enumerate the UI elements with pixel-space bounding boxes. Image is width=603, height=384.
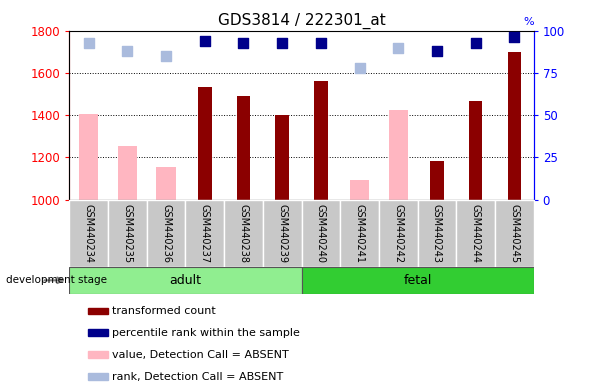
- Bar: [430, 161, 444, 200]
- Text: GSM440244: GSM440244: [470, 204, 481, 263]
- Text: development stage: development stage: [6, 275, 107, 285]
- Bar: [469, 101, 482, 200]
- Point: [510, 35, 519, 41]
- Bar: [69, 200, 108, 267]
- Text: percentile rank within the sample: percentile rank within the sample: [112, 328, 300, 338]
- Bar: [302, 267, 534, 294]
- Bar: [314, 81, 327, 200]
- Text: fetal: fetal: [403, 274, 432, 287]
- Bar: [108, 200, 147, 267]
- Bar: [186, 200, 224, 267]
- Text: value, Detection Call = ABSENT: value, Detection Call = ABSENT: [112, 350, 289, 360]
- Text: GSM440234: GSM440234: [84, 204, 93, 263]
- Bar: [237, 96, 250, 200]
- Text: GSM440236: GSM440236: [161, 204, 171, 263]
- Bar: [224, 200, 263, 267]
- Bar: [118, 146, 137, 200]
- Point: [393, 45, 403, 51]
- Text: GSM440242: GSM440242: [393, 204, 403, 263]
- Bar: [263, 200, 302, 267]
- Bar: [276, 115, 289, 200]
- Bar: [417, 200, 456, 267]
- Bar: [350, 180, 369, 200]
- Text: %: %: [523, 17, 534, 27]
- Point: [200, 38, 210, 44]
- Point: [122, 48, 132, 54]
- Point: [316, 40, 326, 46]
- Text: GSM440237: GSM440237: [200, 204, 210, 263]
- Text: GSM440240: GSM440240: [316, 204, 326, 263]
- Bar: [340, 200, 379, 267]
- Text: GSM440238: GSM440238: [238, 204, 248, 263]
- Point: [84, 40, 93, 46]
- Point: [471, 40, 481, 46]
- Bar: [388, 110, 408, 200]
- Bar: [302, 200, 340, 267]
- Text: GSM440241: GSM440241: [355, 204, 365, 263]
- Bar: [88, 351, 109, 358]
- Text: GSM440239: GSM440239: [277, 204, 287, 263]
- Text: transformed count: transformed count: [112, 306, 216, 316]
- Bar: [88, 308, 109, 314]
- Bar: [79, 114, 98, 200]
- Point: [432, 48, 442, 54]
- Text: GSM440235: GSM440235: [122, 204, 133, 263]
- Bar: [88, 329, 109, 336]
- Bar: [198, 87, 212, 200]
- Text: GSM440243: GSM440243: [432, 204, 442, 263]
- Bar: [88, 373, 109, 380]
- Text: GSM440245: GSM440245: [510, 204, 519, 263]
- Bar: [156, 167, 175, 200]
- Bar: [147, 200, 186, 267]
- Point: [355, 65, 364, 71]
- Bar: [495, 200, 534, 267]
- Text: adult: adult: [169, 274, 201, 287]
- Text: rank, Detection Call = ABSENT: rank, Detection Call = ABSENT: [112, 372, 283, 382]
- Point: [239, 40, 248, 46]
- Bar: [69, 267, 302, 294]
- Bar: [508, 52, 521, 200]
- Point: [277, 40, 287, 46]
- Title: GDS3814 / 222301_at: GDS3814 / 222301_at: [218, 13, 385, 29]
- Bar: [379, 200, 417, 267]
- Bar: [456, 200, 495, 267]
- Point: [161, 53, 171, 59]
